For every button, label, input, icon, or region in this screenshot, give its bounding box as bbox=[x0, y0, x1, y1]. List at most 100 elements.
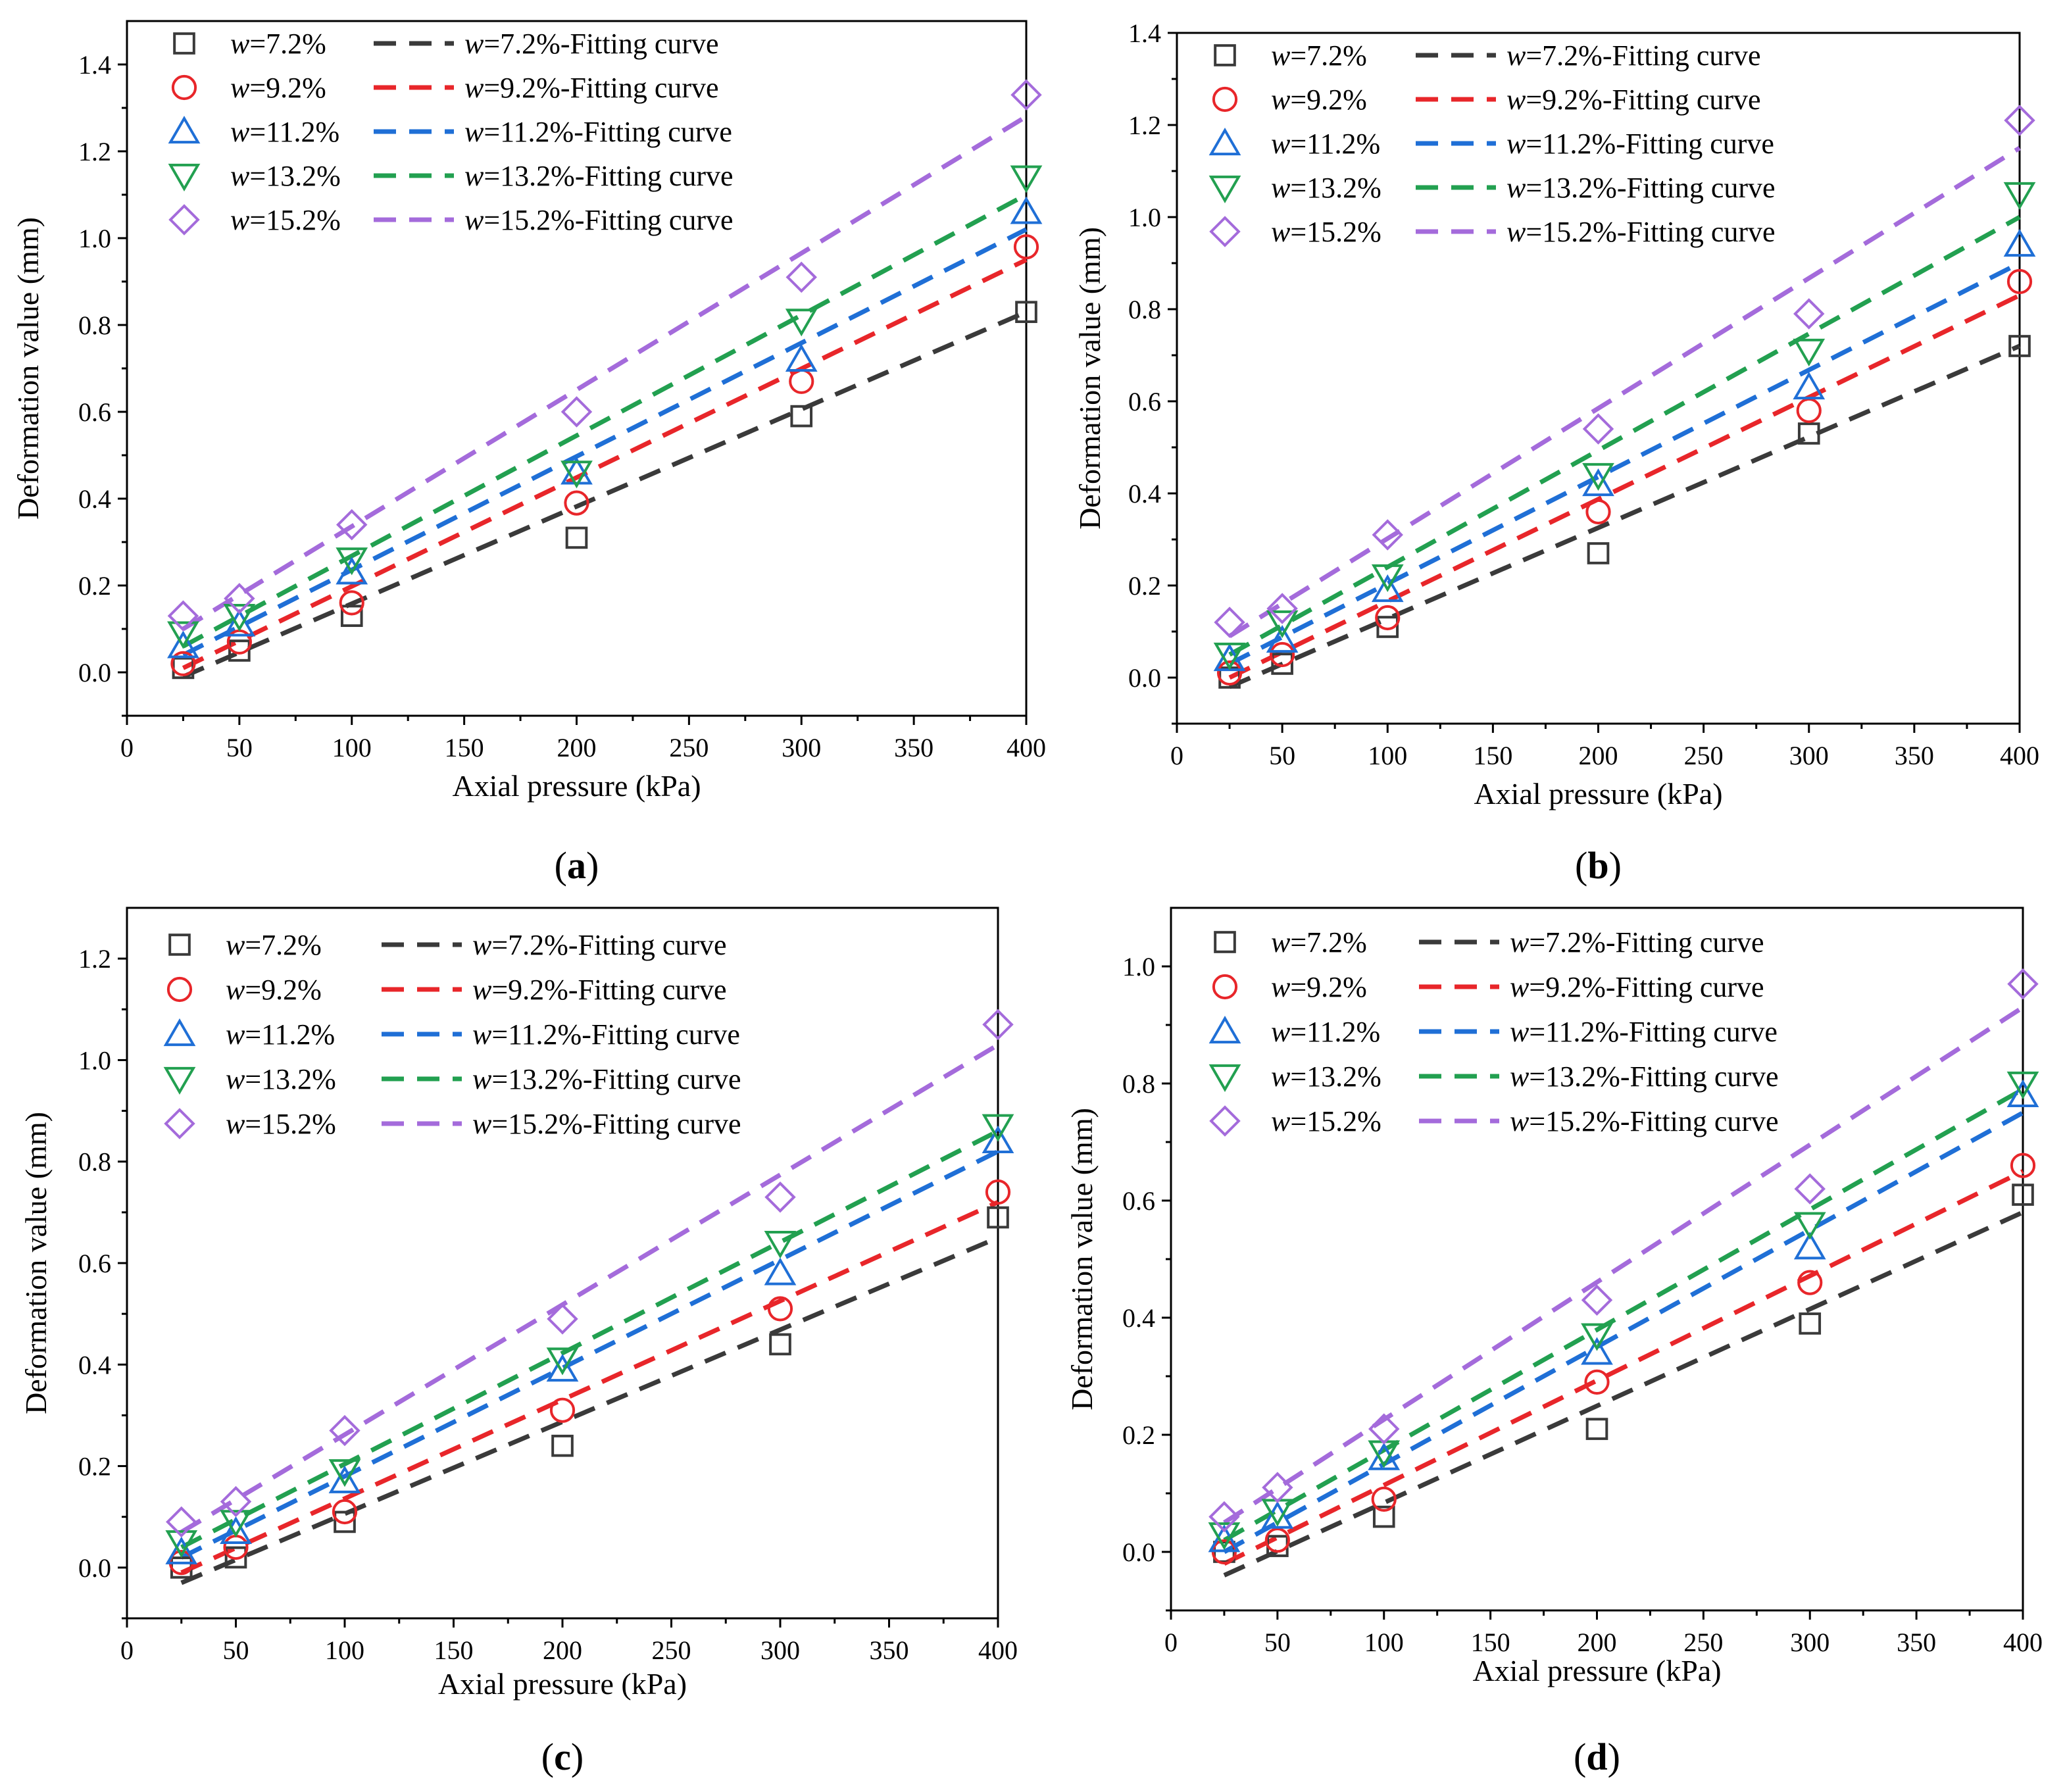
legend-variable: w bbox=[226, 1063, 245, 1095]
x-tick-label: 300 bbox=[760, 1635, 800, 1665]
data-point bbox=[1585, 499, 1611, 525]
data-point bbox=[1010, 79, 1042, 111]
fit-line-11.2% bbox=[1228, 261, 2021, 666]
data-point bbox=[987, 1206, 1009, 1229]
chart-panel-b: 0 50 100 150 200 250 300 350 400 0.0 0.2 0.4 0.6 0.8 1… bbox=[1073, 18, 2039, 887]
legend-fit-label: w=15.2%-Fitting curve bbox=[1510, 1105, 1779, 1137]
legend-variable: w bbox=[1271, 172, 1291, 204]
legend-variable: w bbox=[1506, 128, 1526, 160]
legend-fit-value: =9.2%-Fitting curve bbox=[1526, 84, 1760, 116]
y-tick-label: 0.8 bbox=[1122, 1069, 1155, 1099]
data-point bbox=[328, 1459, 361, 1487]
data-point bbox=[764, 1181, 796, 1213]
legend-value: =7.2% bbox=[249, 28, 326, 60]
legend-label: w=13.2% bbox=[1271, 1060, 1381, 1093]
y-tick-label: 0.4 bbox=[78, 484, 111, 514]
legend-value: =13.2% bbox=[249, 160, 340, 192]
data-point bbox=[2012, 1183, 2034, 1206]
data-point bbox=[332, 1499, 358, 1525]
data-point bbox=[785, 343, 818, 372]
data-point bbox=[982, 1008, 1014, 1041]
x-tick-label: 0 bbox=[120, 733, 134, 762]
legend-variable: w bbox=[1506, 172, 1526, 204]
data-point bbox=[328, 1465, 361, 1493]
legend-fit-label: w=11.2%-Fitting curve bbox=[1506, 128, 1774, 160]
legend-variable: w bbox=[230, 160, 250, 192]
x-axis-title: Axial pressure (kPa) bbox=[438, 1667, 687, 1701]
data-point bbox=[551, 1434, 574, 1457]
y-tick-label: 0.6 bbox=[78, 397, 111, 427]
legend-variable: w bbox=[230, 72, 250, 104]
data-point bbox=[224, 583, 255, 614]
data-point bbox=[1208, 1501, 1240, 1533]
legend-marker bbox=[166, 976, 193, 1003]
legend-label: w=15.2% bbox=[1271, 1105, 1381, 1137]
x-tick-label: 100 bbox=[332, 733, 372, 762]
y-tick-label: 0.0 bbox=[78, 658, 111, 687]
legend-value: =9.2% bbox=[1290, 971, 1366, 1003]
legend-label: w=15.2% bbox=[1271, 216, 1381, 248]
data-point bbox=[982, 1114, 1014, 1142]
legend-fit-value: =15.2%-Fitting curve bbox=[1529, 1105, 1778, 1137]
legend-variable: w bbox=[1271, 971, 1291, 1003]
legend-fit-label: w=13.2%-Fitting curve bbox=[1510, 1060, 1779, 1093]
legend-variable: w bbox=[464, 116, 484, 148]
data-point bbox=[1010, 165, 1043, 193]
y-tick-label: 1.0 bbox=[1122, 952, 1155, 982]
legend-value: =11.2% bbox=[1290, 128, 1380, 160]
legend-fit-value: =13.2%-Fitting curve bbox=[1526, 172, 1775, 204]
legend-variable: w bbox=[1510, 926, 1530, 958]
legend-fit-label: w=9.2%-Fitting curve bbox=[464, 72, 719, 104]
x-tick-label: 300 bbox=[1789, 741, 1829, 770]
y-tick-label: 1.4 bbox=[78, 50, 111, 80]
x-tick-label: 250 bbox=[669, 733, 709, 762]
legend-marker bbox=[1208, 1064, 1241, 1092]
data-point bbox=[1793, 298, 1825, 330]
data-point bbox=[564, 490, 589, 516]
legend-fit-value: =15.2%-Fitting curve bbox=[484, 204, 733, 236]
legend-label: w=7.2% bbox=[230, 28, 326, 60]
y-tick-label: 0.8 bbox=[78, 311, 111, 340]
legend-label: w=15.2% bbox=[230, 204, 341, 236]
legend-variable: w bbox=[230, 204, 250, 236]
data-point bbox=[547, 1303, 578, 1335]
data-point bbox=[1208, 1524, 1241, 1553]
y-tick-label: 1.0 bbox=[78, 224, 111, 253]
data-point bbox=[336, 509, 368, 541]
data-point bbox=[1794, 1173, 1826, 1205]
legend-variable: w bbox=[230, 28, 250, 60]
fit-line-11.2% bbox=[1223, 1110, 2024, 1555]
data-point bbox=[1262, 1472, 1293, 1503]
legend-value: =13.2% bbox=[245, 1063, 336, 1095]
legend-marker bbox=[168, 116, 201, 144]
legend-variable: w bbox=[1271, 39, 1291, 72]
data-point bbox=[1581, 1323, 1613, 1351]
legend-variable: w bbox=[1271, 1105, 1291, 1137]
y-tick-label: 0.2 bbox=[1122, 1420, 1155, 1450]
data-point bbox=[985, 1179, 1011, 1205]
fit-line-13.2% bbox=[1228, 214, 2021, 657]
data-point bbox=[1266, 593, 1298, 624]
x-tick-label: 0 bbox=[1170, 741, 1183, 770]
legend-value: =15.2% bbox=[249, 204, 340, 236]
panel-label: (b) bbox=[1575, 844, 1622, 887]
y-axis-title: Deformation value (mm) bbox=[19, 1112, 53, 1414]
legend-label: w=11.2% bbox=[230, 116, 339, 148]
x-tick-label: 150 bbox=[445, 733, 484, 762]
data-point bbox=[1271, 653, 1293, 675]
data-point bbox=[1368, 1413, 1400, 1445]
data-point bbox=[166, 1506, 197, 1538]
legend-fit-label: w=11.2%-Fitting curve bbox=[1510, 1016, 1778, 1048]
x-tick-label: 300 bbox=[1790, 1628, 1829, 1657]
data-point bbox=[2006, 1071, 2039, 1099]
legend-fit-value: =11.2%-Fitting curve bbox=[491, 1018, 740, 1051]
legend-label: w=11.2% bbox=[1271, 1016, 1380, 1048]
legend-marker bbox=[1208, 128, 1241, 156]
data-point bbox=[339, 590, 364, 616]
data-point bbox=[785, 261, 817, 293]
data-point bbox=[220, 1485, 252, 1518]
x-tick-label: 200 bbox=[1578, 1628, 1617, 1657]
data-point bbox=[785, 309, 818, 337]
data-point bbox=[546, 1347, 579, 1376]
